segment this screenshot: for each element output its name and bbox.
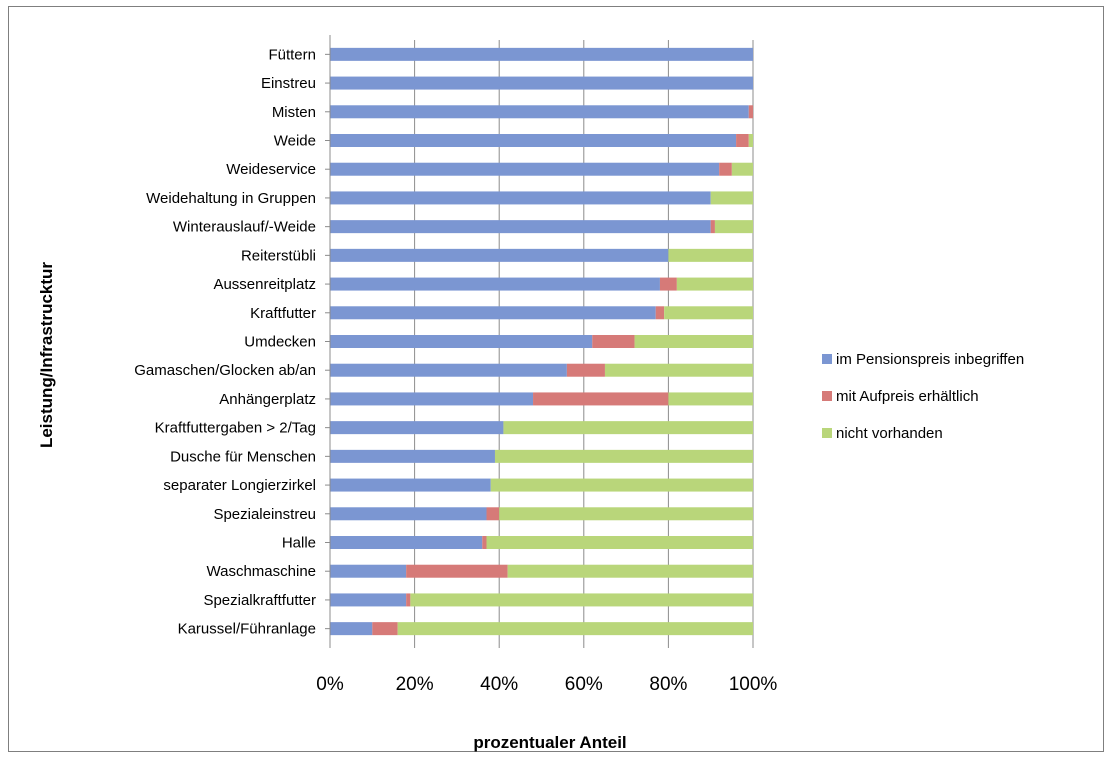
bar-segment-1	[330, 363, 567, 377]
bar-segment-3	[731, 162, 753, 176]
bar-segment-1	[330, 564, 407, 578]
legend: im Pensionspreis inbegriffen mit Aufpreis…	[822, 349, 1024, 460]
y-tick-label: Kraftfutter	[250, 305, 316, 322]
y-tick-label: Spezialeinstreu	[213, 506, 316, 523]
bar-segment-1	[330, 622, 373, 636]
y-tick-label: Weideservice	[226, 161, 316, 178]
y-tick-label: Einstreu	[261, 75, 316, 92]
bar-segment-1	[330, 449, 495, 463]
bar-segment-1	[330, 392, 534, 406]
y-tick-label: Karussel/Führanlage	[178, 621, 316, 638]
bar-segment-3	[490, 478, 753, 492]
bar-segment-3	[710, 191, 753, 205]
y-axis-title: Leistung/Infrastrucktur	[37, 261, 56, 449]
bar-segment-3	[668, 248, 753, 262]
y-tick-label: Aussenreitplatz	[213, 276, 316, 293]
bar-segment-2	[406, 593, 411, 607]
y-tick-label: separater Longierzirkel	[163, 477, 316, 494]
bar-segment-3	[494, 449, 753, 463]
legend-item: im Pensionspreis inbegriffen	[822, 349, 1024, 369]
bar-segment-3	[499, 507, 753, 521]
legend-label: mit Aufpreis erhältlich	[836, 387, 979, 405]
bar-segment-3	[664, 306, 753, 320]
legend-swatch	[822, 354, 832, 364]
bar-segment-2	[372, 622, 398, 636]
bar-segment-2	[736, 134, 749, 147]
x-axis-title: prozentualer Anteil	[473, 733, 627, 752]
bar-segment-1	[330, 191, 711, 205]
y-tick-label: Halle	[282, 535, 316, 552]
bar-segment-2	[655, 306, 665, 320]
bar-segment-1	[330, 76, 753, 90]
bar-segment-3	[714, 220, 753, 234]
bar-segment-1	[330, 105, 749, 119]
bar-segment-2	[719, 162, 732, 176]
bar-segment-2	[592, 335, 635, 348]
bar-segment-2	[482, 536, 487, 549]
y-tick-label: Füttern	[268, 46, 316, 63]
legend-item: nicht vorhanden	[822, 423, 1024, 443]
legend-label: nicht vorhanden	[836, 424, 943, 442]
bar-segment-3	[634, 335, 753, 348]
bar-segment-1	[330, 134, 737, 147]
bar-segment-3	[503, 421, 753, 435]
bar-segment-2	[748, 105, 753, 119]
bar-segment-1	[330, 335, 593, 348]
y-tick-label: Umdecken	[244, 334, 316, 351]
bar-segment-1	[330, 277, 660, 291]
x-tick-label: 80%	[649, 674, 687, 695]
bar-segment-1	[330, 306, 656, 320]
bar-segment-1	[330, 593, 407, 607]
x-tick-label: 0%	[316, 674, 344, 695]
y-tick-label: Reiterstübli	[241, 247, 316, 264]
bar-segment-3	[486, 536, 753, 549]
bar-segment-2	[659, 277, 677, 291]
bar-segment-3	[410, 593, 753, 607]
legend-swatch	[822, 428, 832, 438]
bar-segment-1	[330, 421, 504, 435]
chart-frame: 0% 20% 40% 60% 80% 100% Füttern Einstreu Misten W…	[8, 6, 1104, 752]
bar-segment-3	[676, 277, 753, 291]
y-tick-label: Kraftfuttergaben > 2/Tag	[155, 420, 316, 437]
bar-segment-2	[406, 564, 508, 578]
bar-segment-3	[748, 134, 753, 147]
bar-segment-1	[330, 248, 669, 262]
bar-segment-3	[507, 564, 753, 578]
y-tick-label: Weidehaltung in Gruppen	[146, 190, 316, 207]
y-tick-label: Spezialkraftfutter	[203, 592, 316, 609]
bar-segment-1	[330, 47, 753, 61]
legend-swatch	[822, 391, 832, 401]
chart-svg: 0% 20% 40% 60% 80% 100% Füttern Einstreu Misten W…	[134, 35, 778, 695]
y-tick-label: Anhängerplatz	[219, 391, 316, 408]
y-tick-label: Weide	[274, 133, 316, 150]
bar-segment-1	[330, 507, 487, 521]
x-tick-label: 40%	[480, 674, 518, 695]
bar-segment-2	[486, 507, 500, 521]
bar-segment-1	[330, 536, 483, 549]
bar-segment-1	[330, 220, 711, 234]
legend-item: mit Aufpreis erhältlich	[822, 386, 1024, 406]
bar-segment-1	[330, 162, 720, 176]
x-tick-label: 60%	[565, 674, 603, 695]
y-tick-label: Gamaschen/Glocken ab/an	[134, 362, 316, 379]
x-tick-label: 20%	[396, 674, 434, 695]
y-tick-label: Winterauslauf/-Weide	[173, 219, 316, 236]
bar-segment-1	[330, 478, 491, 492]
bar-segment-2	[533, 392, 669, 406]
bar-segment-3	[668, 392, 753, 406]
y-tick-label: Waschmaschine	[207, 563, 316, 580]
bar-segment-3	[604, 363, 753, 377]
bar-segment-3	[397, 622, 753, 636]
x-tick-label: 100%	[729, 674, 778, 695]
bar-segment-2	[710, 220, 715, 234]
y-tick-label: Misten	[272, 104, 316, 121]
legend-label: im Pensionspreis inbegriffen	[836, 350, 1025, 368]
bar-segment-2	[566, 363, 605, 377]
y-tick-label: Dusche für Menschen	[170, 448, 316, 465]
